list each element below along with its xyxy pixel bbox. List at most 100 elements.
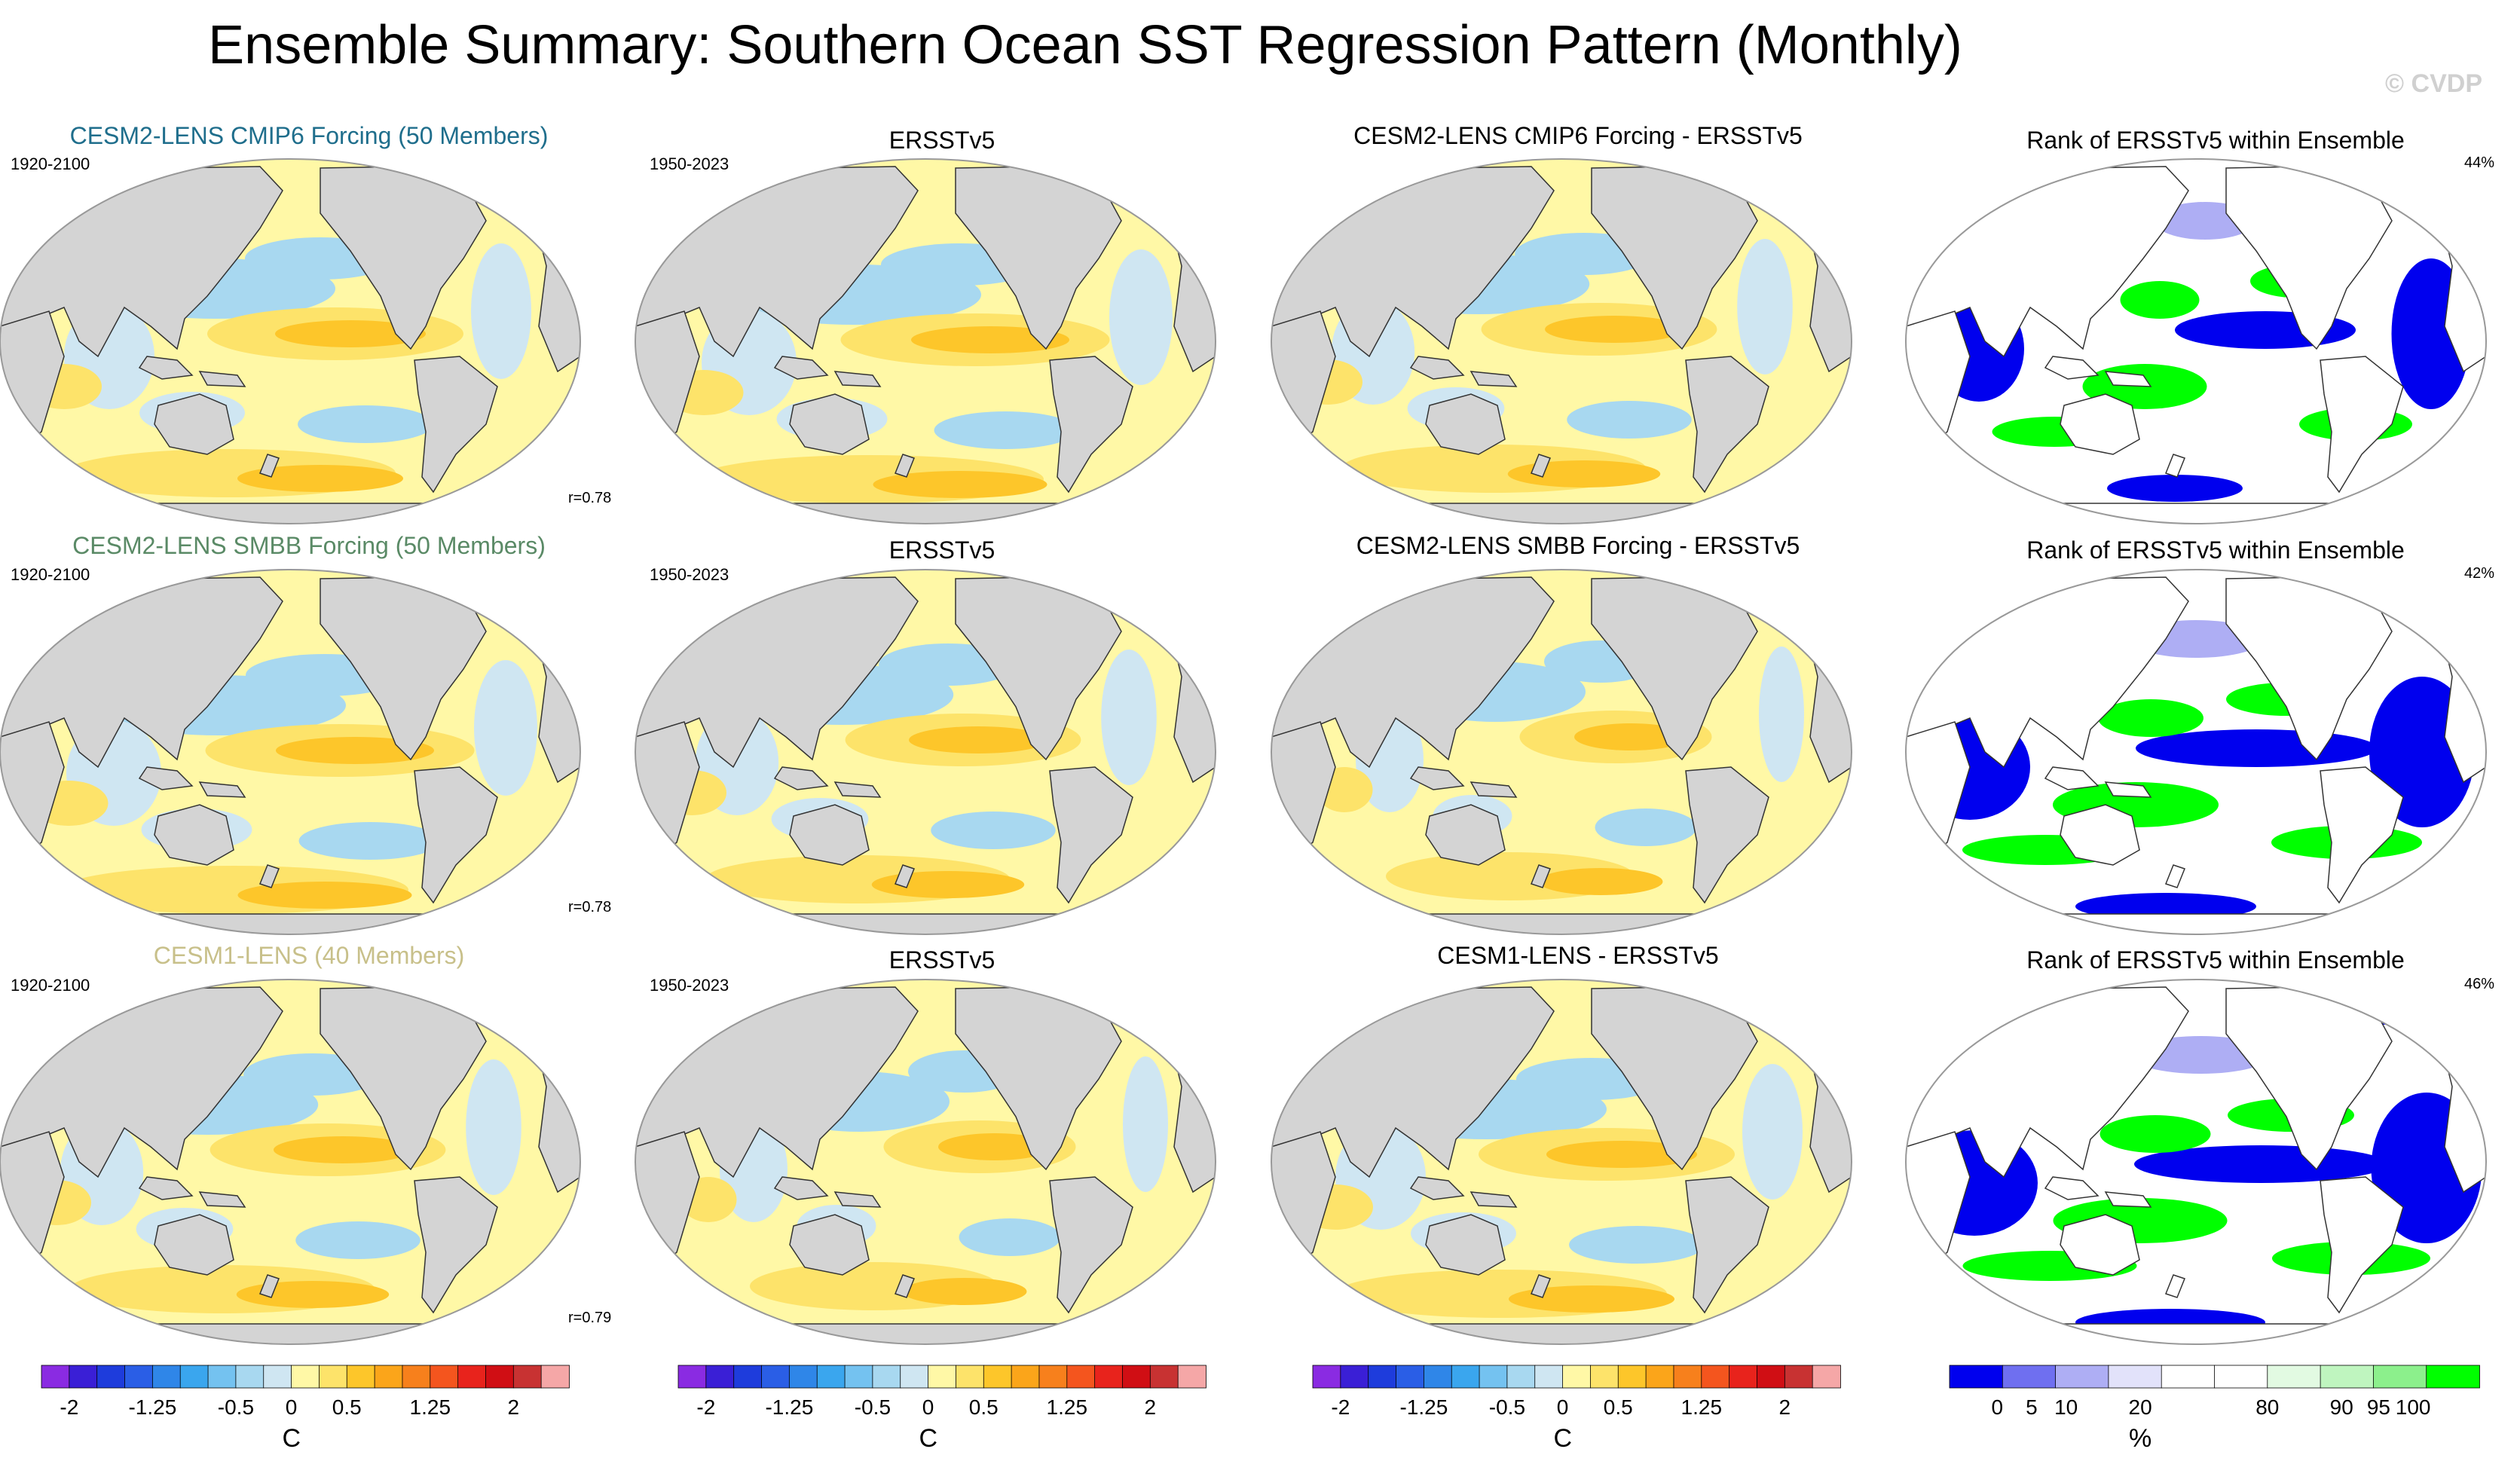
sst-field bbox=[1906, 570, 2486, 934]
anomaly-region bbox=[471, 243, 531, 379]
copyright-label: © CVDP bbox=[2385, 69, 2482, 98]
colorbar-swatch bbox=[1451, 1365, 1480, 1389]
sst-field bbox=[1271, 570, 1852, 934]
colorbar-tick-label: -1.25 bbox=[128, 1395, 177, 1419]
anomaly-region bbox=[2120, 281, 2200, 319]
sst-field bbox=[635, 980, 1216, 1344]
row3-rank-percent: 46% bbox=[2464, 976, 2495, 992]
globe-outline bbox=[1905, 979, 2487, 1345]
colorbar-tick-label: 0 bbox=[1991, 1395, 2004, 1419]
rank-colorbar bbox=[1949, 1365, 2480, 1389]
row3-diff-title: CESM1-LENS - ERSSTv5 bbox=[1437, 942, 1719, 969]
colorbar-swatch bbox=[872, 1365, 901, 1389]
sst-colorbar-1 bbox=[41, 1365, 570, 1389]
colorbar-swatch bbox=[1534, 1365, 1564, 1389]
row3-ensemble-period: 1920-2100 bbox=[11, 976, 90, 995]
colorbar-swatch bbox=[1812, 1365, 1841, 1389]
colorbar-swatch bbox=[1590, 1365, 1619, 1389]
colorbar-tick-label: 0 bbox=[285, 1395, 298, 1419]
sst-field bbox=[1271, 980, 1852, 1344]
map-panel-r3-c4 bbox=[1905, 979, 2487, 1345]
colorbar-swatch bbox=[1949, 1365, 2004, 1389]
row1-diff-title: CESM2-LENS CMIP6 Forcing - ERSSTv5 bbox=[1353, 122, 1803, 149]
anomaly-region bbox=[1574, 723, 1687, 750]
colorbar-swatch bbox=[41, 1365, 70, 1389]
anomaly-region bbox=[871, 871, 1025, 898]
colorbar-swatch bbox=[1673, 1365, 1702, 1389]
colorbar-swatch bbox=[263, 1365, 292, 1389]
colorbar-swatch bbox=[1562, 1365, 1592, 1389]
anomaly-region bbox=[237, 882, 412, 909]
colorbar-unit-label: % bbox=[2128, 1424, 2152, 1453]
colorbar-swatch bbox=[2055, 1365, 2109, 1389]
row1-ensemble-title: CESM2-LENS CMIP6 Forcing (50 Members) bbox=[69, 122, 549, 149]
sst-field bbox=[1906, 159, 2486, 524]
colorbar-swatch bbox=[207, 1365, 237, 1389]
anomaly-region bbox=[1545, 316, 1684, 343]
anomaly-region bbox=[1538, 868, 1663, 895]
map-panel-r1-c2 bbox=[635, 158, 1216, 524]
colorbar-swatch bbox=[677, 1365, 707, 1389]
colorbar-tick-label: 100 bbox=[2395, 1395, 2431, 1419]
anomaly-region bbox=[2098, 699, 2203, 737]
map-panel-r2-c1 bbox=[0, 569, 581, 935]
colorbar-swatch bbox=[761, 1365, 791, 1389]
colorbar-swatch bbox=[512, 1365, 543, 1389]
colorbar-tick-label: 1.25 bbox=[1681, 1395, 1723, 1419]
colorbar-tick-label: 80 bbox=[2255, 1395, 2280, 1419]
colorbar-swatch bbox=[705, 1365, 735, 1389]
colorbar-swatch bbox=[2108, 1365, 2163, 1389]
colorbar-swatch bbox=[1011, 1365, 1040, 1389]
anomaly-region bbox=[1507, 460, 1661, 488]
colorbar-swatch bbox=[2214, 1365, 2268, 1389]
anomaly-region bbox=[237, 465, 403, 492]
anomaly-region bbox=[1759, 646, 1804, 782]
colorbar-swatch bbox=[346, 1365, 376, 1389]
colorbar-swatch bbox=[1784, 1365, 1814, 1389]
anomaly-region bbox=[911, 326, 1069, 353]
row3-ensemble-title: CESM1-LENS (40 Members) bbox=[153, 942, 465, 969]
colorbar-tick-label: 5 bbox=[2026, 1395, 2038, 1419]
colorbar-tick-label: -2 bbox=[1331, 1395, 1350, 1419]
row2-obs-title: ERSSTv5 bbox=[888, 536, 995, 564]
anomaly-region bbox=[275, 320, 426, 347]
row2-rank-title: Rank of ERSSTv5 within Ensemble bbox=[2026, 536, 2405, 564]
row2-rank-percent: 42% bbox=[2464, 565, 2495, 582]
anomaly-region bbox=[1567, 401, 1692, 439]
anomaly-region bbox=[236, 1281, 390, 1308]
anomaly-region bbox=[1595, 808, 1697, 846]
anomaly-region bbox=[295, 1221, 421, 1259]
colorbar-swatch bbox=[374, 1365, 403, 1389]
anomaly-region bbox=[938, 1133, 1051, 1160]
colorbar-tick-label: 0 bbox=[1556, 1395, 1569, 1419]
anomaly-region bbox=[902, 1278, 1027, 1305]
colorbar-swatch bbox=[2161, 1365, 2216, 1389]
colorbar-swatch bbox=[1038, 1365, 1068, 1389]
anomaly-region bbox=[909, 726, 1047, 753]
row3-obs-title: ERSSTv5 bbox=[888, 946, 995, 974]
map-panel-r1-c1 bbox=[0, 158, 581, 524]
row2-ensemble-period: 1920-2100 bbox=[11, 565, 90, 584]
colorbar-swatch bbox=[1617, 1365, 1647, 1389]
globe-outline bbox=[0, 158, 581, 524]
map-panel-r2-c3 bbox=[1271, 569, 1852, 935]
row1-ensemble-period: 1920-2100 bbox=[11, 154, 90, 173]
map-panel-r2-c4 bbox=[1905, 569, 2487, 935]
colorbar-swatch bbox=[1149, 1365, 1179, 1389]
anomaly-region bbox=[1509, 1285, 1674, 1313]
anomaly-region bbox=[1123, 1056, 1168, 1192]
sst-colorbar-3 bbox=[1312, 1365, 1841, 1389]
colorbar-swatch bbox=[2320, 1365, 2375, 1389]
sst-field bbox=[0, 159, 580, 524]
anomaly-region bbox=[274, 1136, 412, 1163]
colorbar-swatch bbox=[430, 1365, 459, 1389]
colorbar-tick-label: -0.5 bbox=[854, 1395, 891, 1419]
colorbar-tick-label: -0.5 bbox=[1488, 1395, 1526, 1419]
row1-rank-percent: 44% bbox=[2464, 154, 2495, 171]
colorbar-swatch bbox=[733, 1365, 763, 1389]
colorbar-tick-label: 2 bbox=[1778, 1395, 1791, 1419]
anomaly-region bbox=[474, 660, 537, 796]
colorbar-swatch bbox=[1094, 1365, 1124, 1389]
colorbar-swatch bbox=[1340, 1365, 1369, 1389]
